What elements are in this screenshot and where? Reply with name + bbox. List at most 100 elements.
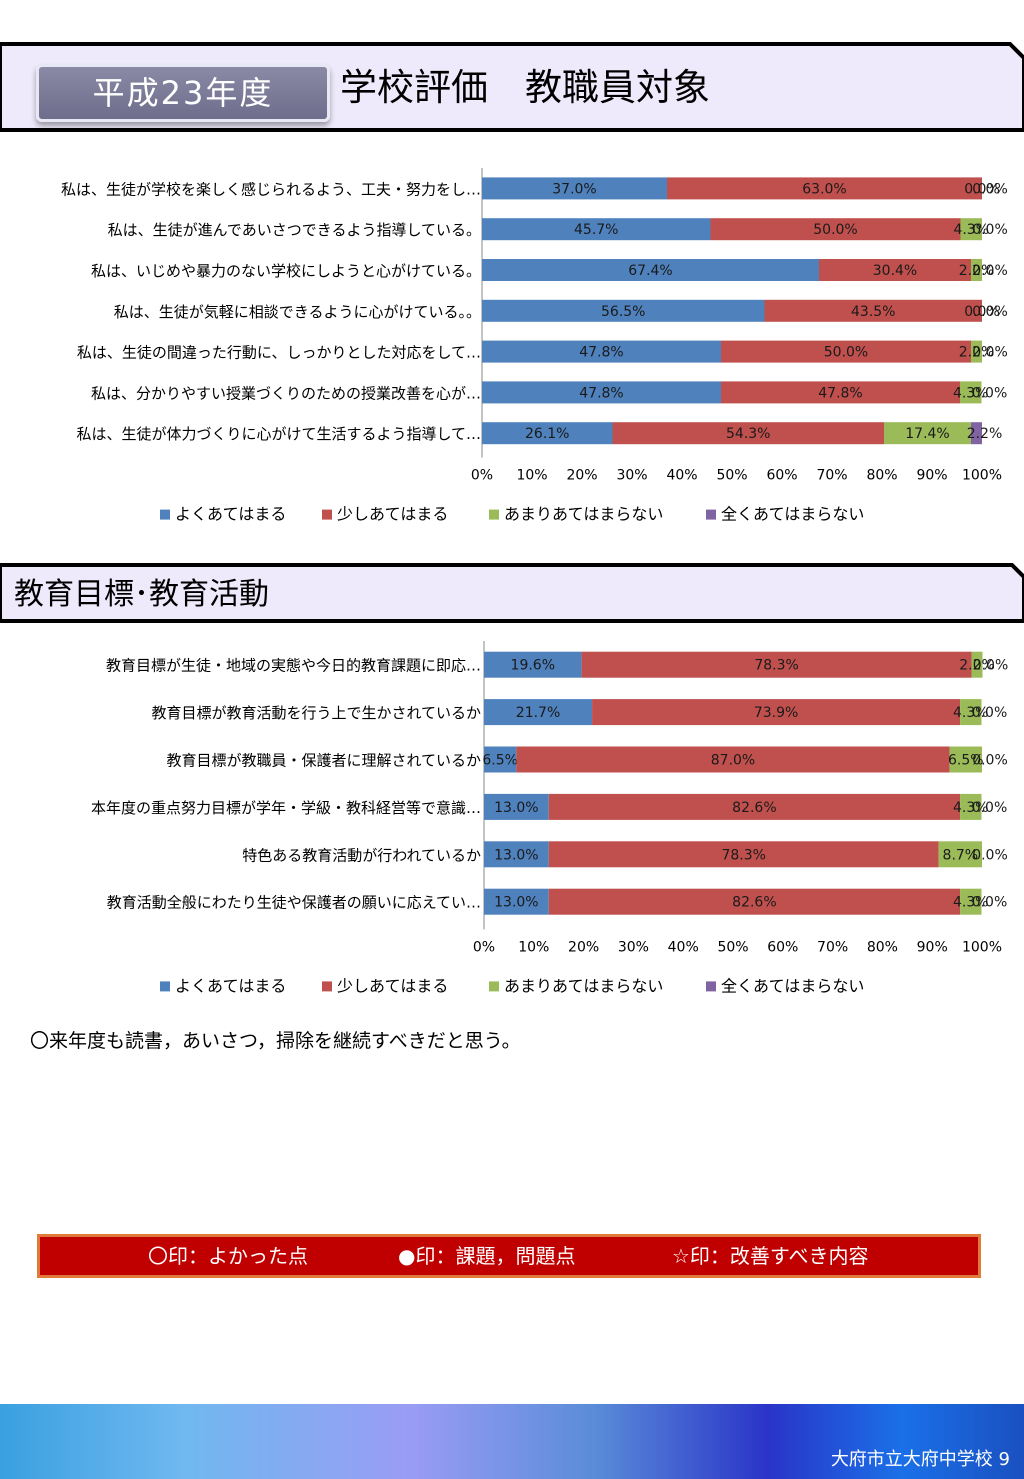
x-tick-label: 90% [917, 939, 948, 955]
bar-segment [721, 340, 971, 363]
bar-segment [482, 340, 721, 363]
x-tick-label: 60% [767, 939, 798, 955]
category-label: 私は、生徒の間違った行動に、しっかりとした対応をして… [77, 344, 481, 362]
data-label: 47.8% [818, 385, 862, 401]
data-label: 47.8% [579, 385, 623, 401]
bar-segment [667, 177, 982, 200]
data-label: 4.3% [953, 705, 989, 721]
bar-segment [971, 259, 982, 281]
category-label: 私は、生徒が体力づくりに心がけて生活するよう指導して… [76, 425, 481, 443]
bar-segment [482, 299, 765, 322]
bar-segment [548, 793, 961, 820]
bar-segment [484, 793, 549, 820]
bar-segment [482, 381, 721, 404]
data-label: 78.3% [721, 847, 765, 863]
data-label: 4.3% [953, 800, 989, 816]
x-tick-label: 80% [866, 468, 897, 484]
category-label: 特色ある教育活動が行われているか [242, 846, 481, 864]
bar-segment [960, 793, 982, 820]
data-label: 50.0% [813, 222, 857, 238]
x-tick-label: 70% [817, 939, 848, 955]
data-label: 17.4% [905, 426, 949, 442]
section-title: 教育目標･教育活動 [14, 577, 269, 612]
chart-teacher-self-evaluation: 私は、生徒が学校を楽しく感じられるよう、工夫・努力をし… 37.0% 63.0% 0.… [61, 168, 1008, 524]
x-tick-label: 80% [867, 939, 898, 955]
category-label: 教育目標が教職員・保護者に理解されているか [166, 752, 481, 770]
data-label: 0.0% [973, 658, 1009, 674]
data-label: 0.0% [972, 385, 1008, 401]
category-label: 私は、分かりやすい授業づくりのための授業改善を心が… [91, 384, 481, 402]
bar-segment [938, 841, 982, 868]
legend-label: よくあてはまる [175, 976, 286, 995]
bar-segment [516, 746, 950, 773]
mark-legend-improve: ☆印：改善すべき内容 [672, 1244, 869, 1268]
bar-segment [721, 381, 960, 404]
category-label: 本年度の重点努力目標が学年・学級・教科経営等で意識… [91, 799, 481, 817]
data-label: 37.0% [552, 181, 596, 197]
x-tick-label: 40% [668, 939, 699, 955]
footer-bar: 大府市立大府中学校 9 [0, 1404, 1024, 1479]
category-label: 私は、生徒が気軽に相談できるように心がけている。。 [114, 303, 481, 321]
legend-label: 少しあてはまる [337, 976, 448, 995]
legend-swatch [489, 981, 499, 992]
bar-segment [949, 746, 982, 773]
data-label: 0.0% [972, 705, 1008, 721]
data-label: 13.0% [494, 847, 538, 863]
bar-segment [971, 340, 982, 363]
bar-segment [764, 299, 982, 322]
bar-segment [971, 422, 982, 445]
data-label: 56.5% [601, 304, 645, 320]
data-label: 13.0% [494, 895, 538, 911]
legend-swatch [322, 981, 332, 992]
legend-swatch [706, 509, 716, 520]
x-tick-label: 10% [518, 939, 549, 955]
bar-segment [710, 218, 961, 241]
x-tick-label: 20% [568, 939, 599, 955]
legend-label: 全くあてはまらない [721, 505, 864, 524]
data-label: 6.5% [948, 753, 984, 769]
x-tick-label: 60% [766, 468, 797, 484]
category-label: 私は、生徒が学校を楽しく感じられるよう、工夫・努力をし… [61, 180, 481, 198]
data-label: 0.0% [972, 895, 1008, 911]
data-label: 4.3% [953, 895, 989, 911]
data-label: 67.4% [628, 263, 672, 279]
bar-segment [484, 699, 593, 726]
x-tick-label: 70% [816, 468, 847, 484]
data-label: 0.0% [972, 800, 1008, 816]
category-label: 教育目標が教育活動を行う上で生かされているか [151, 704, 481, 722]
legend-label: 全くあてはまらない [721, 976, 864, 995]
data-label: 21.7% [516, 705, 560, 721]
footer-school-page: 大府市立大府中学校 9 [831, 1445, 1010, 1471]
data-label: 13.0% [494, 800, 538, 816]
x-tick-label: 30% [618, 939, 649, 955]
data-label: 2.2% [959, 658, 995, 674]
bar-segment [960, 218, 982, 241]
data-label: 0.0% [972, 753, 1008, 769]
bar-segment [960, 381, 982, 404]
category-label: 教育活動全般にわたり生徒や保護者の願いに応えてい… [107, 894, 481, 912]
bar-segment [971, 651, 983, 678]
x-tick-label: 100% [962, 468, 1002, 484]
bar-segment [548, 841, 939, 868]
legend-swatch [160, 981, 170, 992]
x-tick-label: 50% [717, 939, 748, 955]
x-tick-label: 0% [471, 468, 493, 484]
data-label: 43.5% [851, 304, 895, 320]
section-banner-shape [0, 563, 1024, 623]
bar-segment [482, 422, 613, 445]
data-label: 8.7% [943, 847, 979, 863]
bar-segment [484, 841, 549, 868]
legend-swatch [489, 509, 499, 520]
x-tick-label: 90% [916, 468, 947, 484]
bar-segment [581, 651, 972, 678]
x-tick-label: 10% [516, 468, 547, 484]
x-tick-label: 100% [962, 939, 1002, 955]
bar-segment [612, 422, 884, 445]
legend-label: よくあてはまる [175, 505, 286, 524]
legend-swatch [160, 509, 170, 520]
bar-segment [484, 888, 549, 915]
data-label: 26.1% [525, 426, 569, 442]
data-label: 0.0% [972, 181, 1008, 197]
data-label: 73.9% [754, 705, 798, 721]
legend-label: あまりあてはまらない [504, 505, 663, 524]
